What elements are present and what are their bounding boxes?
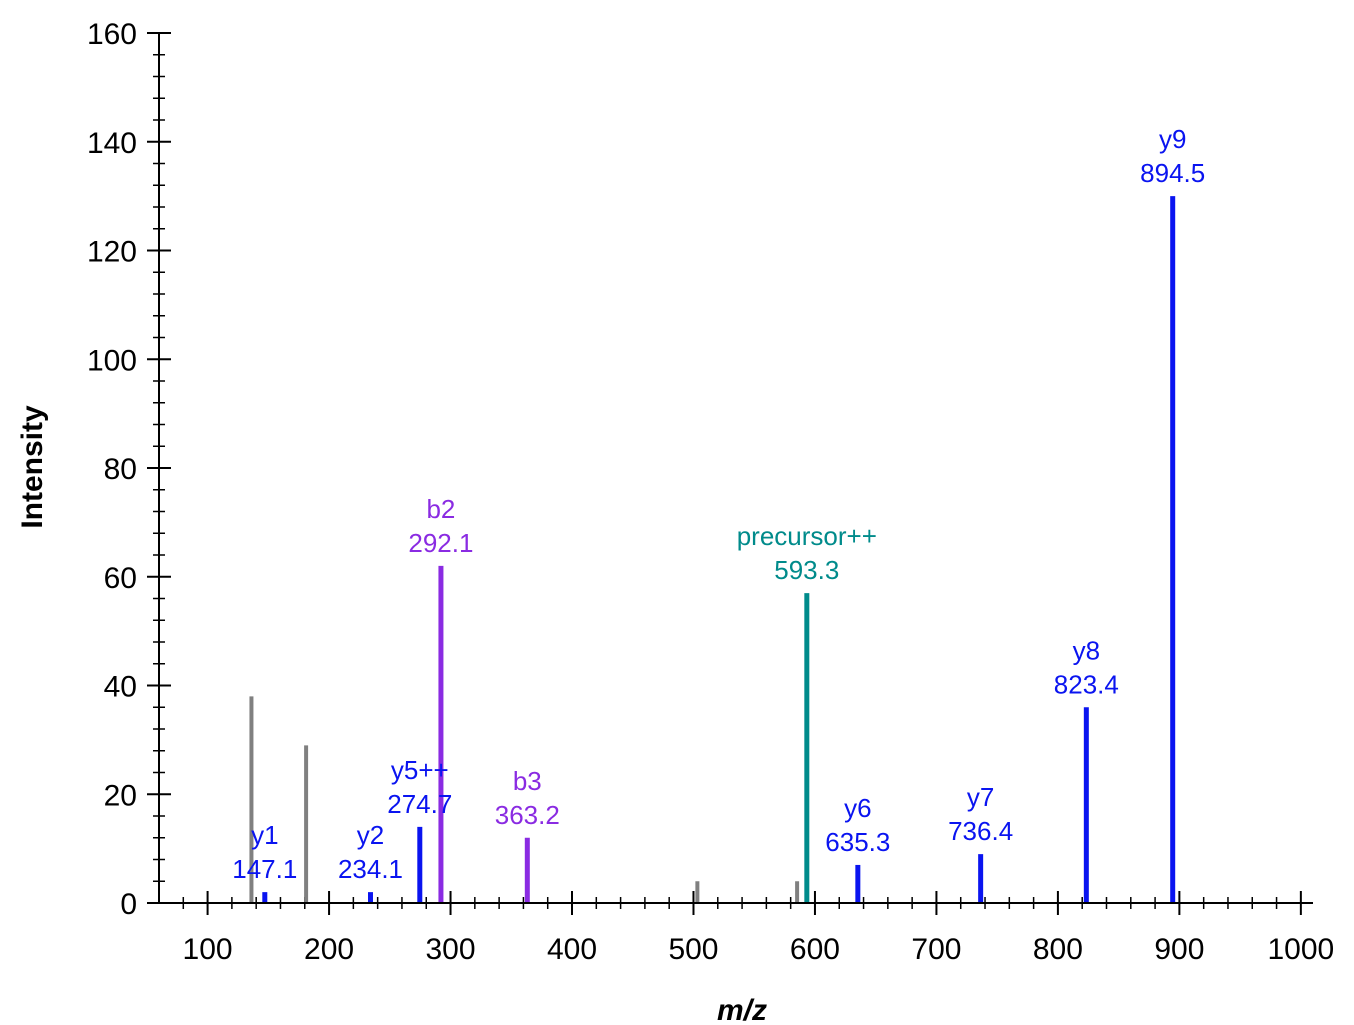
- y-tick-label: 0: [120, 888, 137, 921]
- y-tick-label: 60: [104, 562, 137, 595]
- peak-mz-label: 274.7: [387, 789, 452, 819]
- x-tick-label: 1000: [1267, 933, 1334, 966]
- peak-mz-label: 736.4: [948, 816, 1013, 846]
- peak-ion-label: y2: [357, 820, 384, 850]
- peak-ion-label: y9: [1159, 124, 1186, 154]
- peak-labels: y1 147.1 y2 234.1 y5++ 274.7 b2 292.1 b3 363.2 pre…: [232, 124, 1205, 884]
- x-tick-label: 900: [1154, 933, 1204, 966]
- axes: 100 200 300 400 500 600 700 800 900 1000 0 20 40 60 80…: [87, 18, 1334, 966]
- x-tick-label: 800: [1033, 933, 1083, 966]
- x-tick-label: 500: [668, 933, 718, 966]
- peak-mz-label: 147.1: [232, 854, 297, 884]
- peak-bars: [249, 196, 1176, 903]
- peak-mz-label: 234.1: [338, 854, 403, 884]
- y-axis-title: Intensity: [16, 405, 49, 529]
- peak-mz-label: 292.1: [408, 528, 473, 558]
- peak-ion-label: y5++: [391, 755, 449, 785]
- peak-mz-label: 894.5: [1140, 158, 1205, 188]
- x-tick-label: 100: [183, 933, 233, 966]
- x-tick-label: 200: [304, 933, 354, 966]
- y-tick-label: 120: [87, 236, 137, 269]
- peak-mz-label: 593.3: [774, 555, 839, 585]
- peak-ion-label: b2: [426, 494, 455, 524]
- y-tick-label: 100: [87, 344, 137, 377]
- y-tick-label: 80: [104, 453, 137, 486]
- peak-ion-label: y8: [1073, 635, 1100, 665]
- peak-ion-label: b3: [513, 766, 542, 796]
- x-axis-title: m/z: [717, 994, 767, 1025]
- x-tick-label: 600: [790, 933, 840, 966]
- y-tick-label: 20: [104, 779, 137, 812]
- peak-ion-label: precursor++: [737, 521, 877, 551]
- x-tick-label: 400: [547, 933, 597, 966]
- x-tick-label: 700: [911, 933, 961, 966]
- peak-mz-label: 635.3: [825, 827, 890, 857]
- tick-marks: [147, 32, 1302, 915]
- y-tick-label: 40: [104, 671, 137, 704]
- y-tick-label: 140: [87, 127, 137, 160]
- peak-ion-label: y1: [251, 820, 278, 850]
- x-tick-label: 300: [426, 933, 476, 966]
- peak-ion-label: y7: [967, 782, 994, 812]
- peak-mz-label: 363.2: [495, 800, 560, 830]
- peak-mz-label: 823.4: [1054, 669, 1119, 699]
- y-tick-label: 160: [87, 18, 137, 51]
- peak-ion-label: y6: [844, 793, 871, 823]
